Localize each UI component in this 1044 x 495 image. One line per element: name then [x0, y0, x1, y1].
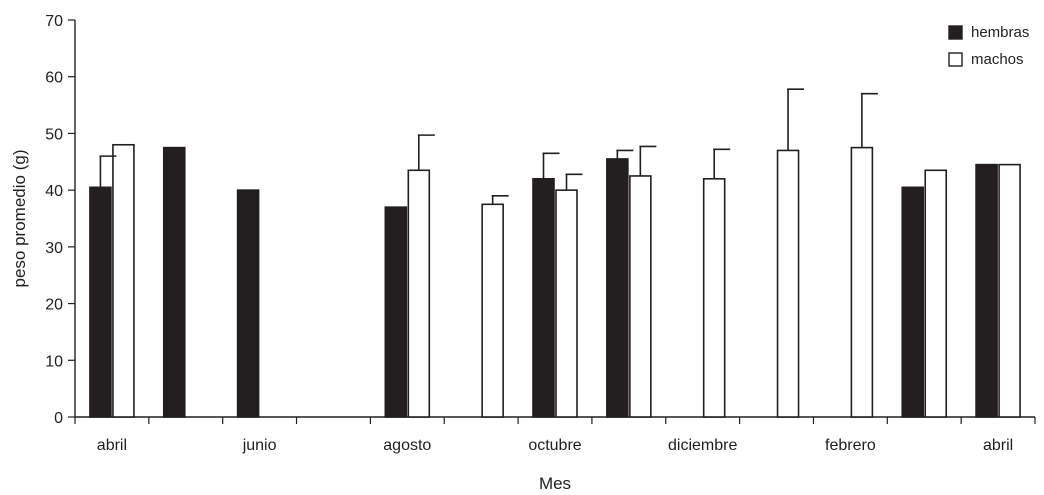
bar-machos — [629, 175, 652, 418]
error-bars — [99, 88, 878, 205]
x-tick-label: octubre — [528, 437, 581, 454]
bar-hembras — [236, 189, 260, 418]
x-tick-label: junio — [242, 437, 277, 454]
bar-hembras — [901, 186, 925, 418]
bar-machos — [481, 203, 504, 418]
y-axis-title: peso promedio (g) — [10, 150, 29, 288]
bar-hembras — [162, 146, 186, 418]
x-tick-label: abril — [983, 437, 1013, 454]
legend-label: machos — [971, 51, 1024, 68]
bar-hembras — [606, 158, 629, 418]
y-tick-label: 60 — [45, 70, 63, 87]
bars — [89, 143, 1021, 418]
x-tick-label: diciembre — [668, 437, 737, 454]
y-tick-label: 50 — [45, 126, 63, 143]
y-tick-label: 20 — [45, 297, 63, 314]
bar-hembras — [532, 178, 555, 418]
bar-hembras — [975, 163, 998, 418]
y-tick-label: 70 — [45, 13, 63, 30]
y-axis: 0 10 20 30 40 50 60 70 — [45, 13, 76, 427]
bar-machos — [555, 189, 578, 418]
legend-swatch-machos — [948, 52, 963, 67]
x-axis: abril junio agosto octubre diciembre febrero a… — [74, 416, 1036, 454]
x-tick-label: abril — [97, 437, 127, 454]
x-tick-label: febrero — [825, 437, 876, 454]
bar-machos — [407, 169, 431, 418]
x-axis-title: Mes — [539, 474, 571, 493]
bar-machos — [998, 163, 1021, 418]
bar-machos — [924, 169, 948, 418]
legend-label: hembras — [971, 24, 1029, 41]
y-tick-label: 0 — [54, 410, 63, 427]
y-tick-label: 10 — [45, 353, 63, 370]
x-tick-label: agosto — [383, 437, 431, 454]
legend: hembras machos — [948, 24, 1029, 68]
bar-hembras — [384, 206, 408, 418]
bar-machos — [776, 149, 800, 418]
y-tick-label: 30 — [45, 240, 63, 257]
bar-machos — [850, 146, 874, 418]
y-tick-label: 40 — [45, 183, 63, 200]
bar-machos — [112, 143, 135, 418]
legend-swatch-hembras — [948, 25, 963, 40]
bar-machos — [702, 178, 726, 418]
bar-hembras — [89, 186, 112, 418]
